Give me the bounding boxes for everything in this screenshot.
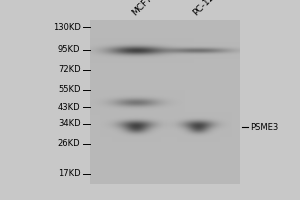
Text: 34KD: 34KD: [58, 119, 80, 129]
Text: 72KD: 72KD: [58, 66, 80, 74]
Text: 43KD: 43KD: [58, 102, 80, 112]
Text: PSME3: PSME3: [250, 122, 278, 132]
Text: PC-12: PC-12: [192, 0, 217, 17]
Text: 130KD: 130KD: [52, 22, 80, 31]
Text: 95KD: 95KD: [58, 46, 80, 54]
Text: MCF7: MCF7: [130, 0, 154, 17]
Text: 55KD: 55KD: [58, 86, 80, 95]
Text: 17KD: 17KD: [58, 170, 80, 178]
Text: 26KD: 26KD: [58, 140, 80, 148]
